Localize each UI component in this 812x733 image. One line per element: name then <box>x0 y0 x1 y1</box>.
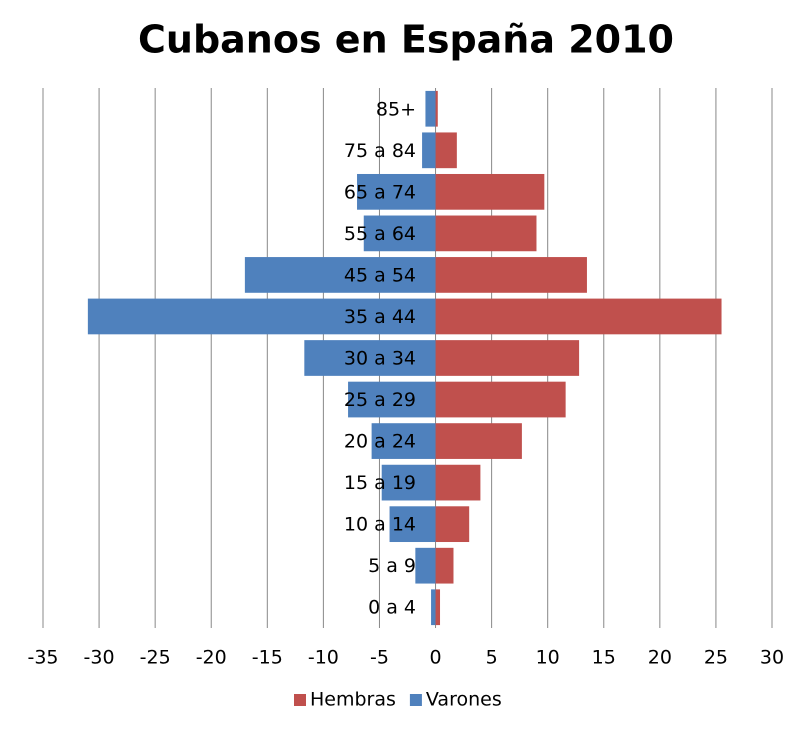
bar <box>304 340 436 376</box>
category-label: 0 a 4 <box>368 597 416 619</box>
x-tick-label: 0 <box>429 647 441 669</box>
bar <box>435 506 470 543</box>
x-tick-label: -5 <box>370 647 389 669</box>
bar <box>435 423 522 459</box>
x-tick-label: 5 <box>486 647 498 669</box>
bar <box>357 173 436 210</box>
bar <box>371 423 436 459</box>
bar <box>435 381 566 418</box>
x-tick-label: -35 <box>27 647 58 669</box>
category-label: 5 a 9 <box>368 555 416 577</box>
chart-title: Cubanos en España 2010 <box>138 18 674 62</box>
legend-label: Hembras <box>310 689 396 711</box>
bar <box>435 547 454 584</box>
category-label: 15 a 19 <box>344 472 416 494</box>
category-label: 55 a 64 <box>344 223 416 245</box>
x-tick-label: -15 <box>252 647 283 669</box>
x-tick-label: -30 <box>84 647 115 669</box>
legend-swatch <box>409 694 422 706</box>
category-label: 45 a 54 <box>344 264 416 286</box>
x-tick-label: -20 <box>196 647 227 669</box>
x-tick-label: -10 <box>308 647 339 669</box>
bar <box>435 257 587 293</box>
bar <box>435 132 457 169</box>
legend-label: Varones <box>426 689 502 711</box>
category-label: 30 a 34 <box>344 348 416 370</box>
bar <box>435 340 580 376</box>
bar <box>348 381 436 418</box>
category-label: 75 a 84 <box>344 140 416 162</box>
bar <box>435 298 722 335</box>
x-tick-label: 30 <box>760 647 784 669</box>
category-label: 35 a 44 <box>344 306 416 328</box>
bar <box>435 464 481 501</box>
bar <box>435 589 441 626</box>
bar <box>87 298 436 335</box>
category-label: 10 a 14 <box>344 514 416 536</box>
x-tick-label: 20 <box>648 647 672 669</box>
bar <box>363 215 436 252</box>
legend-swatch <box>294 694 306 706</box>
x-tick-label: 15 <box>592 647 616 669</box>
bar <box>389 506 436 543</box>
bar <box>435 173 545 210</box>
x-tick-label: 25 <box>704 647 728 669</box>
bar <box>431 589 436 626</box>
bar <box>422 132 436 169</box>
bar <box>435 215 537 252</box>
category-label: 65 a 74 <box>344 181 416 203</box>
category-label: 20 a 24 <box>344 431 416 453</box>
bar <box>381 464 436 501</box>
x-tick-label: 10 <box>536 647 560 669</box>
category-label: 25 a 29 <box>344 389 416 411</box>
bar <box>415 547 436 584</box>
bar <box>425 90 436 127</box>
category-label: 85+ <box>376 98 416 120</box>
x-tick-label: -25 <box>140 647 171 669</box>
bar <box>244 257 436 293</box>
bar <box>435 90 438 127</box>
